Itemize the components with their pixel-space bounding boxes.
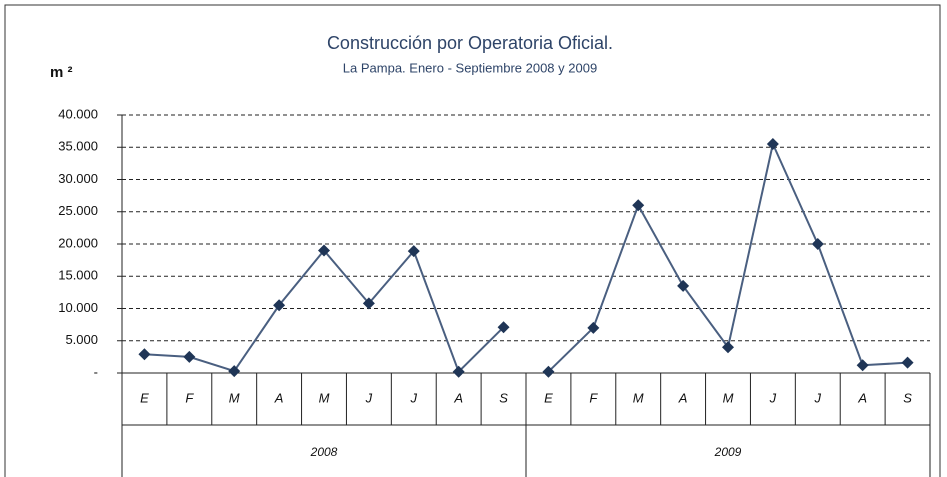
x-tick-label: S [903, 390, 912, 405]
group-label: 2008 [310, 445, 338, 459]
x-tick-label: A [274, 390, 284, 405]
y-tick-label: 15.000 [58, 268, 98, 283]
marker [362, 297, 375, 310]
x-tick-label: S [499, 390, 508, 405]
marker [677, 279, 690, 292]
x-tick-label: A [678, 390, 688, 405]
marker [407, 245, 420, 258]
y-axis-label: m ² [50, 64, 73, 81]
x-tick-label: M [319, 390, 330, 405]
group-label: 2009 [714, 445, 742, 459]
marker [542, 365, 555, 378]
y-tick-label: 25.000 [58, 203, 98, 218]
x-tick-label: F [589, 390, 598, 405]
y-tick-label: 35.000 [58, 139, 98, 154]
marker [722, 341, 734, 354]
x-tick-label: J [410, 390, 418, 405]
y-tick-label: 20.000 [58, 235, 98, 250]
marker [766, 138, 779, 151]
x-tick-label: J [365, 390, 373, 405]
x-tick-label: M [723, 390, 734, 405]
marker [497, 321, 510, 334]
x-tick-label: J [769, 390, 777, 405]
marker [183, 350, 196, 363]
marker [587, 321, 600, 334]
marker [452, 365, 465, 378]
y-tick-label: - [94, 364, 98, 379]
y-tick-label: 10.000 [58, 300, 98, 315]
chart-frame [4, 4, 941, 477]
x-tick-label: A [857, 390, 867, 405]
x-tick-label: M [633, 390, 644, 405]
marker [318, 244, 330, 257]
marker [632, 199, 645, 212]
marker [138, 348, 151, 361]
chart-subtitle: La Pampa. Enero - Septiembre 2008 y 2009 [343, 60, 597, 75]
marker [901, 356, 914, 369]
chart-title: Construcción por Operatoria Oficial. [327, 33, 613, 53]
y-tick-label: 5.000 [65, 332, 98, 347]
marker [811, 238, 824, 250]
x-tick-label: J [814, 390, 822, 405]
marker [228, 365, 241, 378]
marker [856, 359, 869, 372]
y-tick-label: 30.000 [58, 171, 98, 186]
y-tick-label: 40.000 [58, 106, 98, 121]
x-tick-label: M [229, 390, 240, 405]
x-tick-label: E [140, 390, 149, 405]
x-tick-label: F [185, 390, 194, 405]
x-tick-label: E [544, 390, 553, 405]
marker [273, 299, 286, 312]
x-tick-label: A [453, 390, 463, 405]
